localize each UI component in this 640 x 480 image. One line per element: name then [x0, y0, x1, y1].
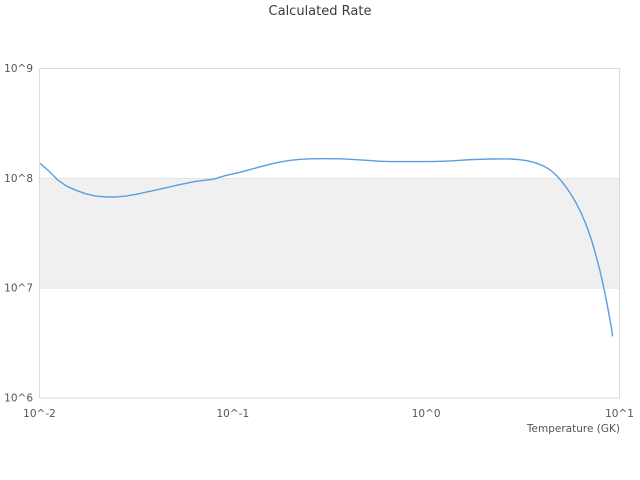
x-tick-label: 10^-2	[23, 408, 56, 420]
x-tick-label: 10^-1	[217, 408, 250, 420]
chart-title: Calculated Rate	[268, 4, 372, 19]
y-tick-label: 10^6	[4, 393, 33, 405]
rate-line	[39, 157, 614, 337]
x-tick-label: 10^0	[412, 408, 441, 420]
y-tick-label: 10^8	[4, 173, 33, 185]
plot-border	[39, 68, 620, 399]
x-axis-label: Temperature (GK)	[526, 423, 620, 435]
shaded-band	[39, 178, 620, 289]
y-tick-label: 10^9	[4, 63, 33, 75]
y-tick-label: 10^7	[4, 283, 33, 295]
x-tick-label: 10^1	[605, 408, 634, 420]
